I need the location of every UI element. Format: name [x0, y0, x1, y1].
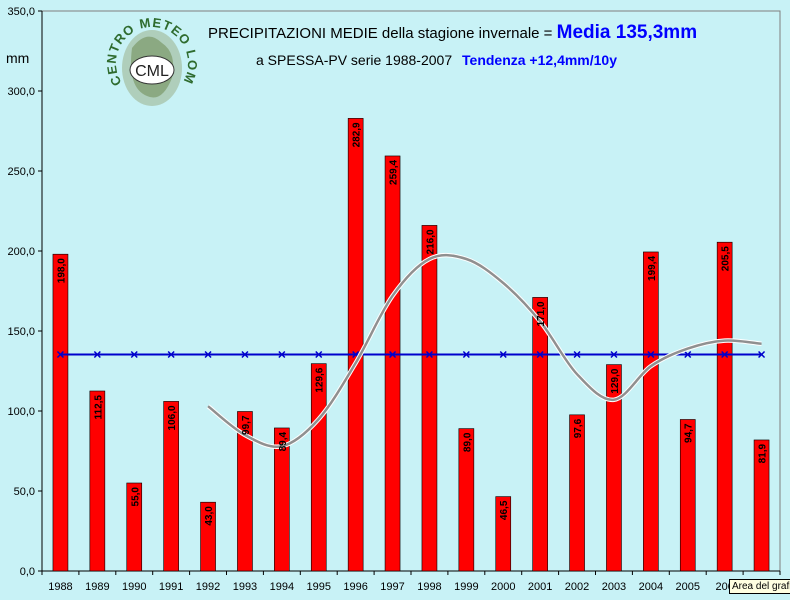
- chart-title-line1: PRECIPITAZIONI MEDIE della stagione inve…: [208, 22, 697, 44]
- mean-marker: [499, 350, 507, 359]
- x-tick-label-1990: 1990: [122, 581, 146, 593]
- bar-2000: [495, 496, 512, 572]
- y-tick-label: 200,0: [7, 246, 35, 258]
- value-label-2001: 171,0: [536, 301, 547, 326]
- x-tick-label-2004: 2004: [639, 581, 663, 593]
- y-axis-unit-label: mm: [6, 50, 30, 66]
- y-tick-label: 50,0: [14, 486, 35, 498]
- mean-marker: [130, 350, 138, 359]
- bar-1990: [126, 482, 143, 572]
- value-label-1999: 89,0: [462, 432, 473, 452]
- bar-1993: [237, 411, 253, 572]
- y-tick-label: 350,0: [7, 6, 35, 18]
- value-label-2000: 46,5: [499, 500, 510, 520]
- value-label-1991: 106,0: [167, 405, 178, 430]
- mean-marker: [204, 350, 212, 359]
- bar-2005: [679, 419, 696, 572]
- x-tick-label-1999: 1999: [454, 581, 478, 593]
- title-line2-prefix: a SPESSA-PV serie 1988-2007: [256, 52, 453, 68]
- x-tick-label-1988: 1988: [48, 581, 72, 593]
- value-label-1998: 216,0: [425, 229, 436, 254]
- value-label-2002: 97,6: [573, 418, 584, 438]
- x-tick-label-2001: 2001: [528, 581, 552, 593]
- mean-marker: [721, 350, 729, 359]
- value-label-1990: 55,0: [130, 487, 141, 507]
- mean-marker: [462, 350, 470, 359]
- mean-marker: [167, 350, 175, 359]
- bar-1998: [421, 225, 438, 572]
- x-tick-label-1993: 1993: [233, 581, 257, 593]
- x-tick-label-1989: 1989: [85, 581, 109, 593]
- mean-marker: [536, 350, 544, 359]
- x-tick-label-2002: 2002: [565, 581, 589, 593]
- x-tick-label-1992: 1992: [196, 581, 220, 593]
- value-label-1995: 129,6: [315, 367, 326, 392]
- title-trend-value: Tendenza +12,4mm/10y: [462, 52, 617, 68]
- bar-1999: [458, 428, 475, 572]
- value-label-1988: 198,0: [56, 258, 67, 283]
- x-tick-label-1998: 1998: [417, 581, 441, 593]
- trend-line: [207, 253, 762, 449]
- mean-marker: [315, 350, 323, 359]
- cml-logo: CML CENTRO METEO LOMBARDO: [96, 0, 202, 128]
- x-tick-label-2005: 2005: [676, 581, 700, 593]
- bar-1994: [274, 427, 290, 572]
- bar-2002: [569, 414, 585, 572]
- mean-marker: [93, 350, 101, 359]
- y-tick-label: 100,0: [7, 406, 35, 418]
- mean-marker: [278, 350, 286, 359]
- mean-marker: [56, 350, 64, 359]
- value-label-1993: 99,7: [241, 415, 252, 435]
- bar-1997: [384, 155, 401, 572]
- value-label-1989: 112,5: [93, 395, 104, 420]
- value-label-1992: 43,0: [204, 506, 215, 526]
- mean-marker: [610, 350, 618, 359]
- mean-marker: [684, 350, 692, 359]
- x-tick-label-1997: 1997: [380, 581, 404, 593]
- title-mean-value: Media 135,3mm: [556, 22, 698, 43]
- x-tick-label-2000: 2000: [491, 581, 515, 593]
- value-label-2005: 94,7: [684, 423, 695, 443]
- x-tick-label-1994: 1994: [270, 581, 294, 593]
- bar-1992: [200, 501, 216, 572]
- value-label-2006: 205,5: [721, 246, 732, 271]
- title-line1-prefix: PRECIPITAZIONI MEDIE della stagione inve…: [208, 25, 553, 42]
- bar-2006: [716, 241, 733, 572]
- mean-marker: [241, 350, 249, 359]
- y-tick-label: 300,0: [7, 86, 35, 98]
- bar-2004: [643, 251, 659, 572]
- x-tick-label-1996: 1996: [343, 581, 367, 593]
- mean-marker: [425, 350, 433, 359]
- bar-1995: [310, 363, 327, 572]
- bar-1991: [163, 401, 179, 572]
- mean-marker: [389, 350, 397, 359]
- value-label-2007: 81,9: [758, 444, 769, 464]
- value-label-1994: 89,4: [278, 432, 289, 452]
- bar-2001: [532, 297, 548, 572]
- chart-title-line2: a SPESSA-PV serie 1988-2007 Tendenza +12…: [256, 52, 617, 68]
- bar-2007: [753, 439, 770, 572]
- value-label-2004: 199,4: [647, 256, 658, 281]
- x-tick-label-1995: 1995: [307, 581, 331, 593]
- value-label-1997: 259,4: [389, 160, 400, 185]
- value-label-1996: 282,9: [352, 122, 363, 147]
- logo-center-text: CML: [135, 63, 169, 80]
- value-label-2003: 129,0: [610, 368, 621, 393]
- bar-2003: [606, 364, 622, 572]
- mean-marker: [647, 350, 655, 359]
- y-tick-label: 250,0: [7, 166, 35, 178]
- mean-marker: [573, 350, 581, 359]
- mean-marker: [758, 350, 766, 359]
- y-tick-label: 150,0: [7, 326, 35, 338]
- bar-1988: [52, 253, 69, 572]
- x-tick-label-2003: 2003: [602, 581, 626, 593]
- x-tick-label-1991: 1991: [159, 581, 183, 593]
- bar-1989: [89, 390, 106, 572]
- bar-1996: [347, 118, 364, 572]
- y-tick-label: 0,0: [20, 566, 35, 578]
- chart-area-tooltip: Area del grafico: [729, 579, 790, 594]
